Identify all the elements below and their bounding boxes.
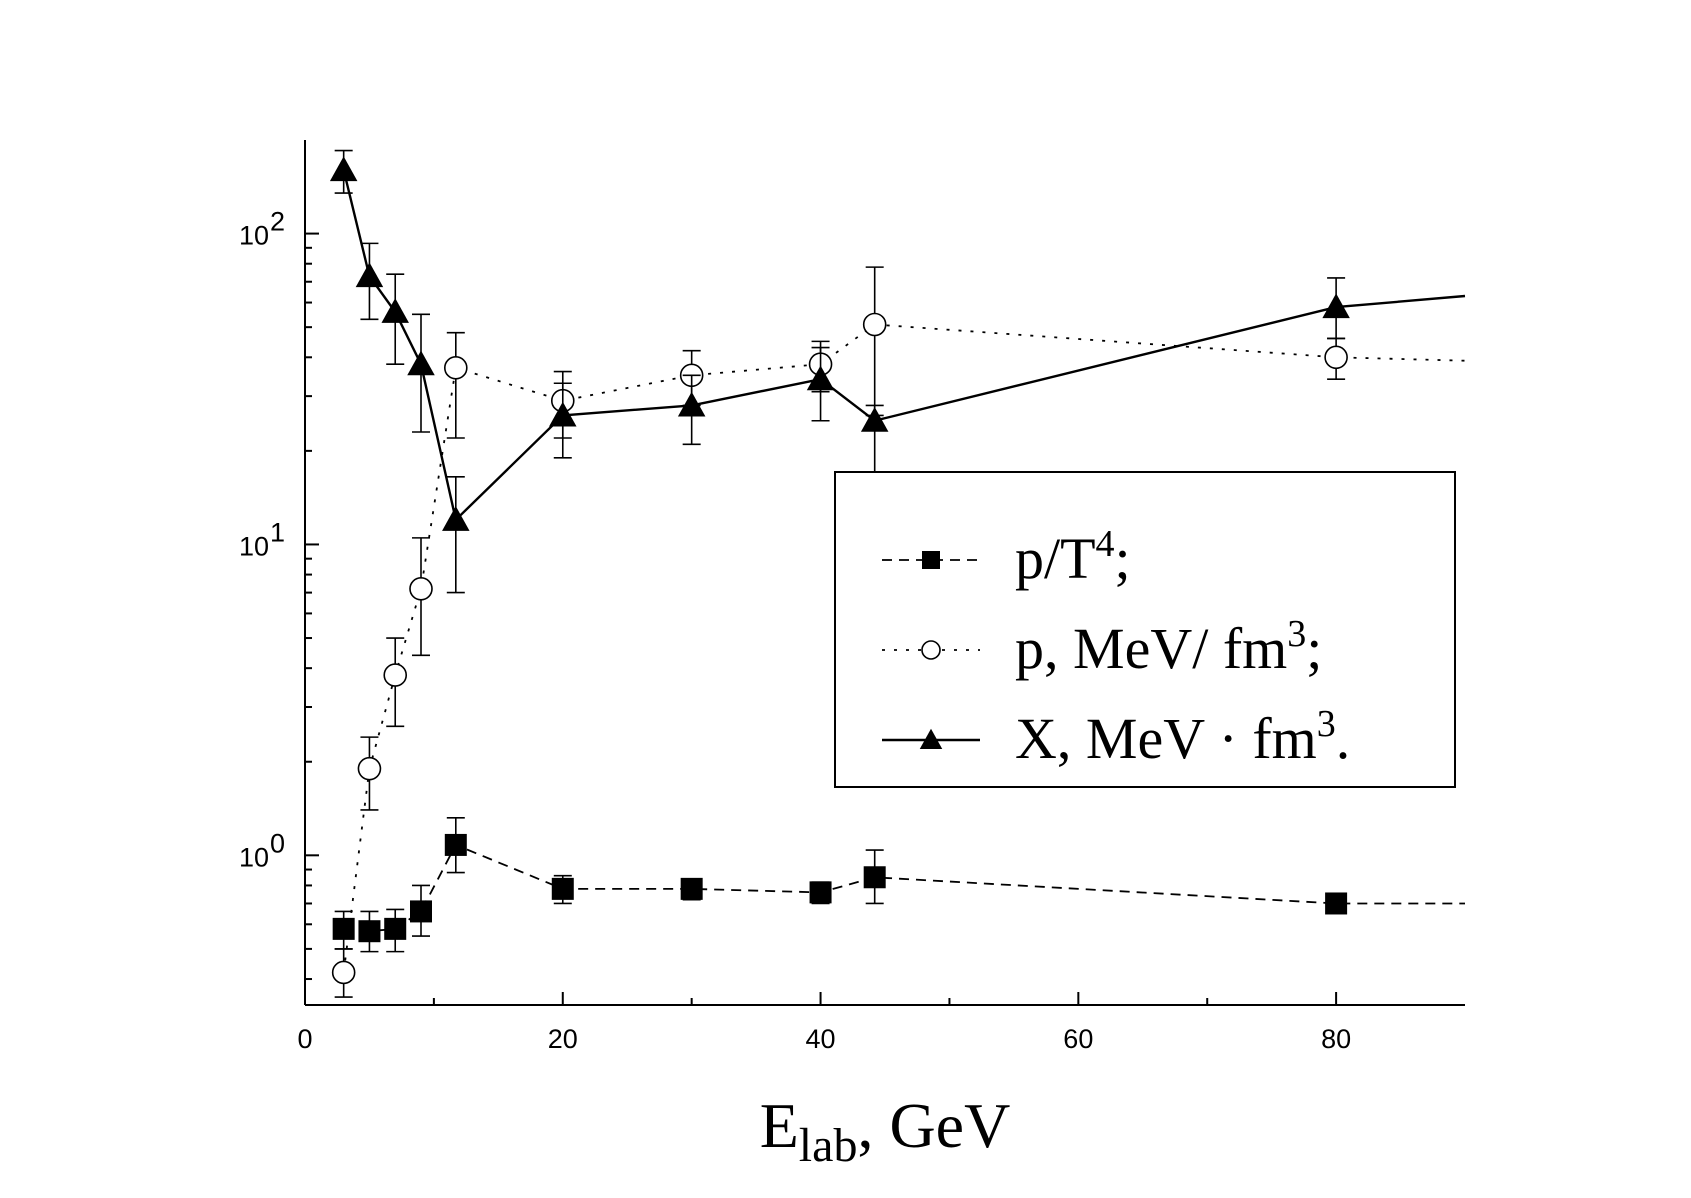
data-point <box>410 900 432 923</box>
series-line <box>343 843 1465 933</box>
data-point <box>1322 293 1350 319</box>
legend-box <box>834 471 1456 788</box>
data-point <box>860 406 889 432</box>
data-point <box>409 577 433 601</box>
data-point <box>358 920 381 943</box>
data-point <box>332 917 355 940</box>
series-1 <box>332 817 1465 953</box>
x-axis-title-main: E <box>760 1090 799 1161</box>
legend-label: X, MeV · fm3. <box>1015 703 1350 771</box>
data-point <box>444 833 467 856</box>
series-2 <box>331 266 1466 998</box>
legend-marker <box>921 640 941 660</box>
y-tick-label: 10 <box>239 842 269 872</box>
data-point <box>331 960 356 985</box>
x-tick-label: 20 <box>548 1024 578 1054</box>
legend-marker <box>922 551 940 569</box>
series-line <box>342 169 1466 523</box>
x-tick-label: 0 <box>297 1024 312 1054</box>
data-point <box>1324 345 1348 370</box>
y-tick-label: 10 <box>239 221 269 251</box>
legend-label: p/T4; <box>1015 523 1131 591</box>
y-tick-exponent: 1 <box>270 517 285 547</box>
legend: p/T4; p, MeV/ fm3; X, MeV · fm3. <box>834 471 1456 788</box>
data-point <box>383 663 408 687</box>
y-tick-exponent: 0 <box>270 828 285 858</box>
data-point <box>381 298 409 323</box>
x-tick-label: 80 <box>1321 1024 1351 1054</box>
data-point <box>551 877 574 900</box>
series-layer <box>329 149 1466 998</box>
data-point <box>680 877 703 900</box>
data-point <box>677 391 706 417</box>
x-axis-title-rest: , GeV <box>857 1090 1010 1161</box>
data-point <box>1325 892 1348 915</box>
legend-marker <box>919 728 943 749</box>
x-axis-title-subscript: lab <box>799 1119 858 1172</box>
x-tick-label: 60 <box>1063 1024 1093 1054</box>
data-point <box>355 262 384 288</box>
data-point <box>329 156 358 182</box>
data-point <box>863 866 886 889</box>
data-point <box>443 356 468 380</box>
legend-label: p, MeV/ fm3; <box>1015 613 1322 681</box>
data-point <box>549 401 577 427</box>
data-point <box>806 365 835 391</box>
data-point <box>442 506 470 531</box>
data-point <box>357 756 382 781</box>
x-tick-label: 40 <box>806 1024 836 1054</box>
data-point <box>862 312 887 337</box>
y-tick-label: 10 <box>239 531 269 561</box>
x-axis-title: Elab, GeV <box>760 1090 1011 1172</box>
y-tick-exponent: 2 <box>270 207 285 237</box>
data-point <box>384 917 407 940</box>
data-point <box>407 350 435 376</box>
data-point <box>809 881 832 904</box>
